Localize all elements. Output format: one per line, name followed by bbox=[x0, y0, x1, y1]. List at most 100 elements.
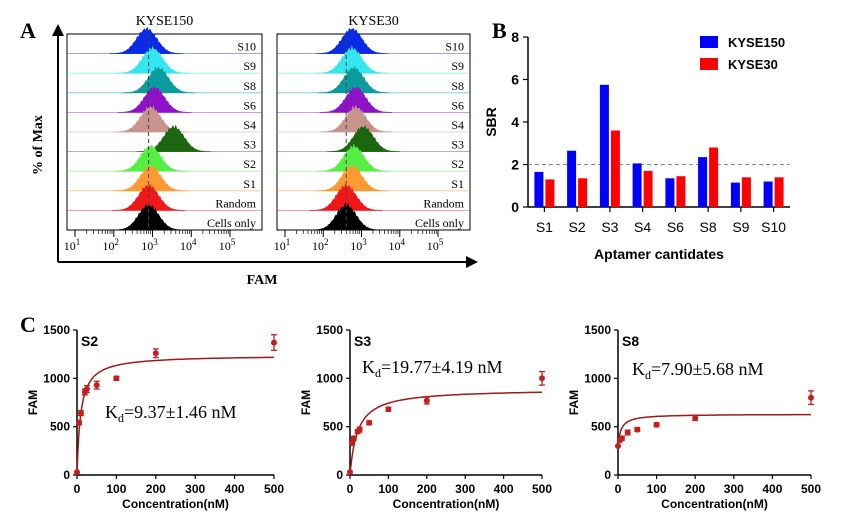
binding-x-label: Concentration(nM) bbox=[393, 497, 500, 511]
panel-b-x-tick-label: S9 bbox=[732, 219, 749, 235]
histogram-tick-label: 104 bbox=[389, 237, 406, 253]
binding-plot-s8: 0 500 1000 1500 0 100 200 300 400 500 Concentratio… bbox=[567, 323, 821, 511]
bar-kyse150-s4 bbox=[632, 163, 642, 207]
binding-plot-title: S2 bbox=[81, 333, 98, 349]
histogram-tick-label: 101 bbox=[64, 237, 81, 253]
panel-label-a: A bbox=[20, 18, 36, 43]
binding-x-tick-label: 200 bbox=[417, 482, 437, 496]
bar-kyse30-s2 bbox=[578, 178, 588, 207]
histogram-s10 bbox=[315, 28, 389, 54]
binding-x-label: Concentration(nM) bbox=[122, 497, 229, 511]
binding-x-tick-label: 500 bbox=[801, 482, 821, 496]
binding-y-tick-label: 0 bbox=[604, 468, 611, 482]
binding-x-tick-label: 200 bbox=[685, 482, 705, 496]
binding-data-point bbox=[74, 469, 80, 476]
binding-data-point bbox=[385, 406, 392, 413]
histogram-s1 bbox=[315, 164, 389, 192]
histogram-sample-label: Cells only bbox=[415, 216, 464, 230]
binding-data-point bbox=[77, 410, 84, 417]
binding-x-tick-label: 300 bbox=[455, 482, 475, 496]
binding-kd-label: Kd=19.77±4.19 nM bbox=[362, 357, 503, 380]
histogram-s9 bbox=[115, 45, 190, 74]
binding-data-point bbox=[539, 375, 545, 382]
binding-y-tick-label: 500 bbox=[323, 420, 343, 434]
binding-y-tick-label: 500 bbox=[591, 420, 611, 434]
binding-x-tick-label: 100 bbox=[106, 482, 126, 496]
bar-kyse30-s8 bbox=[709, 147, 719, 207]
bar-kyse30-s4 bbox=[643, 170, 653, 207]
histogram-panel-kyse150: KYSE150 S10 S9 S8 S6 S4 S3 S2 S1 Random Cells only… bbox=[64, 14, 263, 253]
binding-data-point bbox=[271, 339, 277, 346]
histogram-sample-label: S9 bbox=[243, 59, 256, 73]
panel-a-x-label: FAM bbox=[247, 273, 278, 288]
binding-y-tick-label: 1000 bbox=[584, 371, 611, 385]
bar-kyse150-s2 bbox=[567, 150, 577, 207]
histogram-sample-label: S3 bbox=[451, 138, 464, 152]
binding-plot-title: S8 bbox=[622, 333, 639, 349]
binding-x-tick-label: 0 bbox=[74, 482, 81, 496]
histogram-sample-label: S8 bbox=[451, 79, 464, 93]
histogram-s6 bbox=[319, 86, 393, 113]
panel-a-y-axis-arrow bbox=[52, 24, 64, 36]
binding-y-tick-label: 1000 bbox=[316, 371, 343, 385]
binding-data-point bbox=[356, 426, 363, 433]
histogram-tick-label: 105 bbox=[219, 237, 236, 253]
binding-x-tick-label: 100 bbox=[647, 482, 667, 496]
panel-b-x-tick-label: S4 bbox=[634, 219, 651, 235]
histogram-tick-label: 105 bbox=[427, 237, 444, 253]
histogram-s8 bbox=[121, 65, 196, 94]
histogram-sample-label: S10 bbox=[237, 40, 256, 54]
binding-y-tick-label: 0 bbox=[63, 468, 70, 482]
binding-x-label: Concentration(nM) bbox=[661, 497, 768, 511]
bar-kyse150-s3 bbox=[599, 84, 609, 207]
binding-data-point bbox=[348, 440, 355, 447]
bar-kyse150-s8 bbox=[698, 157, 708, 207]
binding-x-tick-label: 0 bbox=[615, 482, 622, 496]
panel-a-flow-histograms: % of Max FAM KYSE150 S10 S9 S8 S6 S4 S3 S2 S1 Rando… bbox=[31, 14, 478, 288]
panel-b-y-tick-label: 0 bbox=[511, 199, 519, 215]
panel-b-y-tick-label: 6 bbox=[511, 72, 519, 88]
panel-b-sbr-bar-chart: 0 2 4 6 8 SBR Aptamer cantidates S1 S2 S3 S4 S6 S8 S9… bbox=[483, 29, 790, 262]
histogram-s6 bbox=[117, 87, 192, 113]
histogram-sample-label: S8 bbox=[243, 79, 256, 93]
histogram-s8 bbox=[317, 65, 391, 94]
binding-fit-curve bbox=[349, 391, 543, 475]
binding-y-label: FAM bbox=[299, 390, 313, 415]
histogram-sample-label: S10 bbox=[445, 40, 464, 54]
histogram-sample-label: S6 bbox=[451, 98, 464, 112]
binding-data-point bbox=[366, 419, 373, 426]
panel-b-x-tick-label: S3 bbox=[601, 219, 618, 235]
histogram-panel-kyse30: KYSE30 S10 S9 S8 S6 S4 S3 S2 S1 Random Cells only 1… bbox=[274, 14, 471, 253]
histogram-sample-label: Random bbox=[215, 196, 256, 210]
histogram-tick-label: 104 bbox=[180, 237, 197, 253]
panel-b-x-tick-label: S6 bbox=[667, 219, 684, 235]
histogram-tick-label: 101 bbox=[274, 237, 291, 253]
bar-kyse150-s6 bbox=[665, 178, 675, 207]
panel-b-x-label: Aptamer cantidates bbox=[594, 246, 724, 262]
panel-b-y-tick-label: 4 bbox=[511, 114, 519, 130]
binding-data-point bbox=[423, 397, 430, 404]
binding-x-tick-label: 500 bbox=[264, 482, 284, 496]
panel-b-x-tick-label: S8 bbox=[700, 219, 717, 235]
legend-label-kyse30: KYSE30 bbox=[728, 57, 778, 72]
histogram-title: KYSE30 bbox=[348, 14, 399, 29]
binding-x-tick-label: 0 bbox=[347, 482, 354, 496]
histogram-s2 bbox=[113, 144, 188, 172]
panel-label-b: B bbox=[492, 18, 507, 43]
histogram-sample-label: S1 bbox=[451, 177, 464, 191]
binding-data-point bbox=[808, 394, 814, 401]
panel-b-y-tick-label: 8 bbox=[511, 29, 519, 45]
panel-b-x-tick-label: S2 bbox=[569, 219, 586, 235]
histogram-s2 bbox=[317, 143, 391, 172]
histogram-sample-label: S9 bbox=[451, 59, 464, 73]
histogram-s4 bbox=[319, 104, 393, 133]
binding-data-point bbox=[76, 419, 82, 426]
histogram-tick-label: 102 bbox=[103, 237, 120, 253]
histogram-tick-label: 102 bbox=[312, 237, 329, 253]
binding-data-point bbox=[83, 386, 90, 392]
binding-data-point bbox=[634, 426, 641, 433]
histogram-sample-label: S6 bbox=[243, 98, 256, 112]
panel-label-c: C bbox=[20, 312, 36, 337]
